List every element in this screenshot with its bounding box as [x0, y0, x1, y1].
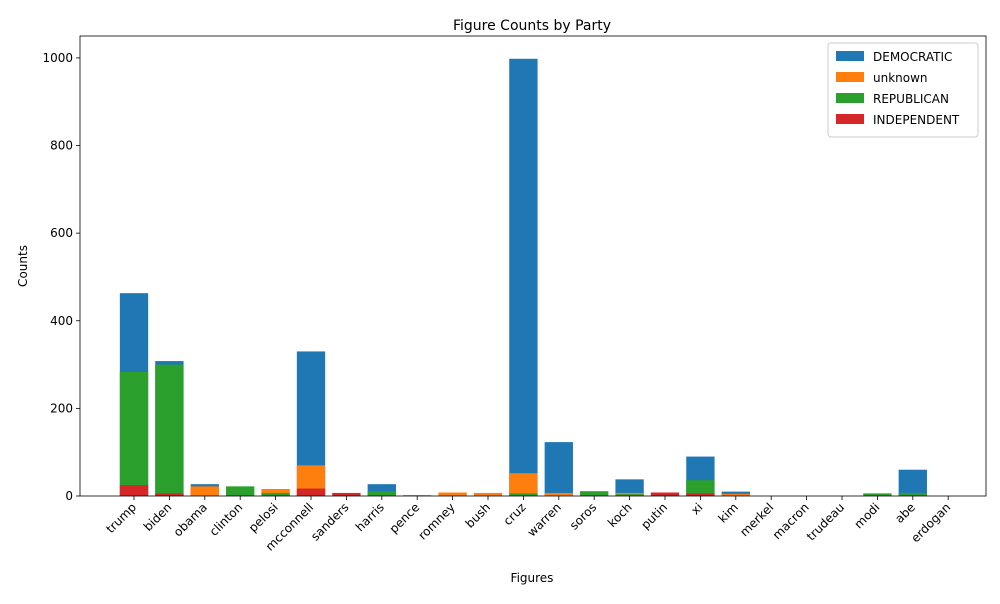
bar-democratic-koch — [615, 479, 644, 496]
bars-layer — [119, 58, 927, 496]
bar-independent-mcconnell — [296, 488, 326, 496]
chart-title: Figure Counts by Party — [453, 18, 611, 34]
legend-swatch-republican — [836, 93, 864, 103]
y-tick-label: 0 — [65, 489, 73, 503]
legend-box — [827, 42, 979, 138]
bar-unknown-cruz — [509, 473, 538, 496]
legend-label-unknown: unknown — [873, 71, 928, 85]
bar-democratic-abe — [898, 469, 927, 496]
legend-swatch-independent — [836, 114, 864, 124]
bar-republican-koch — [615, 494, 644, 496]
bar-unknown-obama — [190, 486, 219, 496]
y-tick-label: 800 — [50, 139, 73, 153]
bar-independent-xi — [686, 493, 715, 496]
bar-unknown-kim — [721, 493, 750, 496]
bar-unknown-pence — [403, 495, 432, 496]
y-tick-label: 1000 — [42, 51, 73, 65]
legend-swatch-democratic — [836, 51, 864, 61]
y-tick-label: 400 — [50, 314, 73, 328]
bar-republican-modi — [863, 493, 892, 496]
plot-frame — [79, 35, 987, 497]
bar-republican-xi — [686, 480, 715, 496]
bar-unknown-romney — [438, 492, 467, 496]
bar-republican-abe — [898, 492, 927, 496]
bar-democratic-cruz — [509, 58, 538, 496]
bar-republican-clinton — [226, 486, 255, 496]
bar-republican-soros — [580, 491, 609, 496]
legend-label-republican: REPUBLICAN — [873, 92, 949, 106]
bar-republican-harris — [367, 491, 396, 496]
bar-independent-trump — [119, 485, 149, 496]
y-tick-label: 600 — [50, 226, 73, 240]
bar-republican-cruz — [509, 493, 538, 496]
bar-unknown-bush — [473, 492, 503, 496]
y-axis-label: Counts — [16, 245, 30, 287]
bar-republican-pelosi — [261, 492, 290, 496]
bar-republican-trump — [119, 372, 149, 496]
legend-label-democratic: DEMOCRATIC — [873, 50, 952, 64]
bar-independent-biden — [155, 493, 184, 496]
bar-independent-putin — [650, 492, 680, 496]
bar-unknown-warren — [544, 492, 573, 496]
bar-independent-sanders — [332, 492, 361, 496]
x-axis-label: Figures — [511, 571, 554, 585]
bar-unknown-pelosi — [261, 488, 290, 496]
bar-republican-biden — [155, 364, 184, 496]
legend-label-independent: INDEPENDENT — [873, 113, 960, 127]
bar-democratic-harris — [367, 484, 396, 496]
legend: DEMOCRATIC unknown REPUBLICAN INDEPENDENT — [827, 42, 979, 138]
y-tick-label: 200 — [50, 401, 73, 415]
legend-swatch-unknown — [836, 72, 864, 82]
bar-democratic-warren — [544, 442, 573, 496]
